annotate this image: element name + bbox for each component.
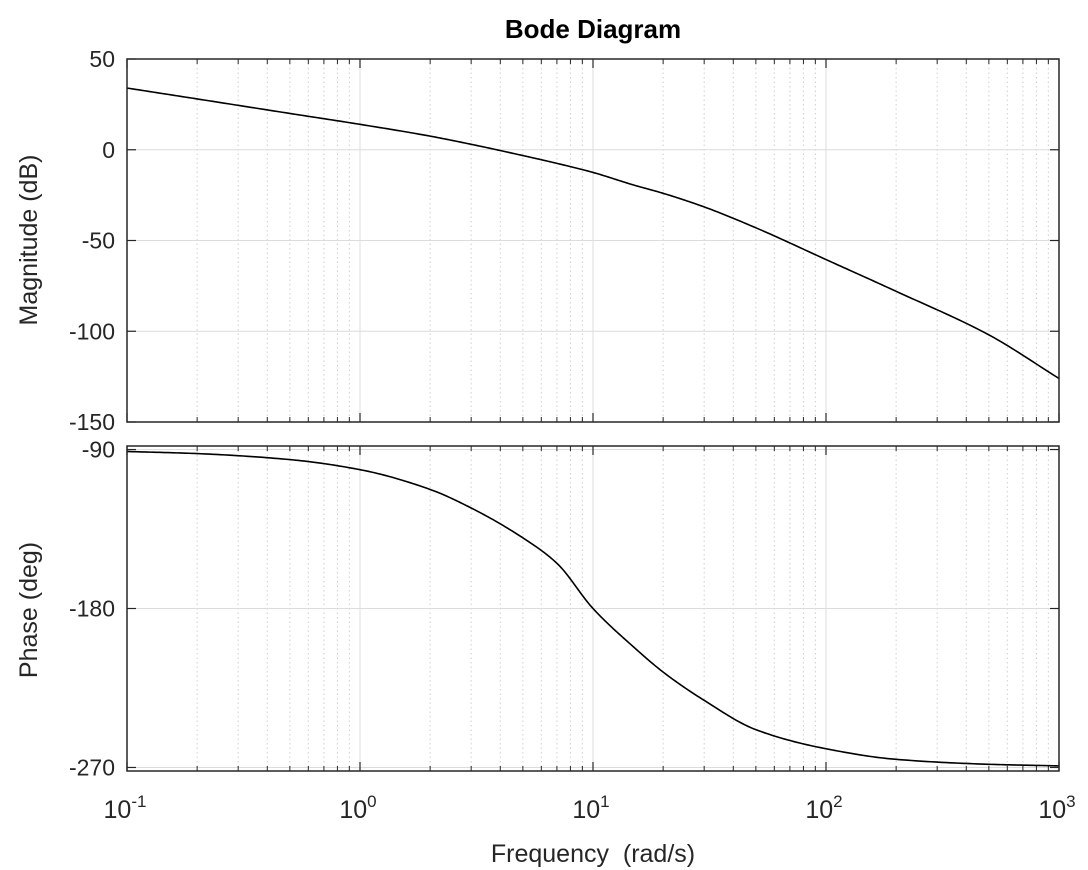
phase-tick-marks	[126, 446, 1060, 771]
x-tick-label: 100	[339, 792, 376, 824]
phase-grid	[126, 446, 1059, 771]
magnitude-grid	[126, 58, 1059, 423]
x-tick-labels: 10-1 100 101 102 103	[104, 792, 1076, 824]
magnitude-panel: 50 0 -50 -100 -150 Magnitude (dB)	[15, 46, 1060, 435]
phase-y-tick-label: -270	[69, 754, 115, 780]
magnitude-y-axis-label: Magnitude (dB)	[15, 155, 43, 326]
magnitude-y-tick-label: -100	[69, 318, 115, 344]
phase-panel: -90 -180 -270 Phase (deg)	[15, 437, 1060, 781]
x-tick-label: 103	[1038, 792, 1075, 824]
phase-axes-frame	[126, 445, 1060, 772]
x-tick-label: 10-1	[104, 792, 147, 824]
phase-line	[126, 450, 1060, 767]
magnitude-y-tick-label: -50	[82, 228, 115, 254]
magnitude-y-tick-labels: 50 0 -50 -100 -150	[69, 46, 115, 435]
phase-y-tick-label: -90	[82, 437, 115, 463]
x-tick-label: 101	[572, 792, 609, 824]
x-axis-label: Frequency (rad/s)	[491, 840, 695, 868]
magnitude-y-tick-label: -150	[69, 409, 115, 435]
phase-y-tick-label: -180	[69, 596, 115, 622]
x-tick-label: 102	[805, 792, 842, 824]
magnitude-line	[126, 87, 1060, 380]
chart-title: Bode Diagram	[505, 14, 681, 44]
phase-y-axis-label: Phase (deg)	[15, 542, 43, 678]
magnitude-axes-frame	[126, 58, 1060, 423]
phase-y-tick-labels: -90 -180 -270	[69, 437, 115, 781]
magnitude-y-tick-label: 0	[102, 137, 115, 163]
magnitude-y-tick-label: 50	[89, 46, 115, 72]
